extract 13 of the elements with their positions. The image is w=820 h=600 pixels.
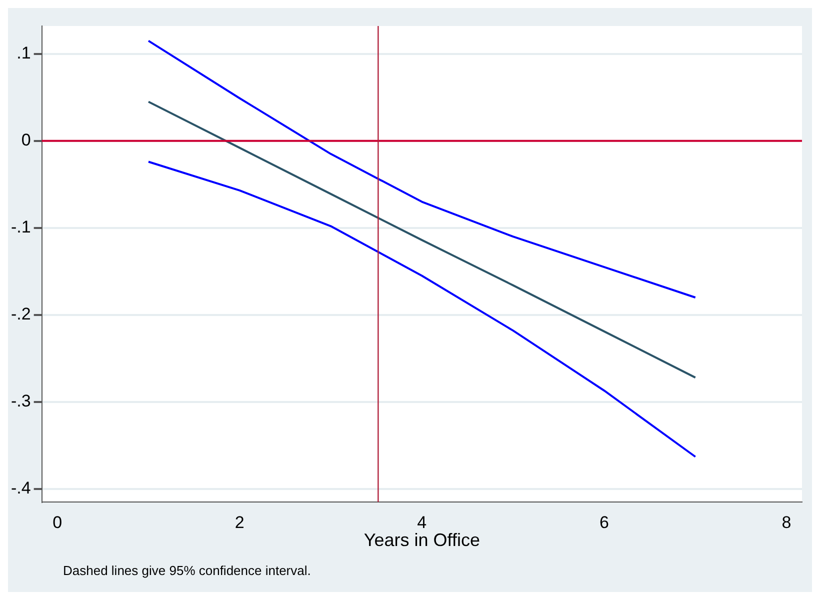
text: Dashed lines give 95% confidence interval. [63,563,311,578]
y-tick-label: -.2 [10,304,31,324]
y-tick-label: -.3 [10,392,31,411]
x-axis-title: Years in Office [364,530,480,550]
x-tick-label: 8 [782,512,792,532]
x-tick-label: 2 [234,512,244,532]
x-tick-label: 6 [599,512,609,532]
y-tick-label: .1 [16,44,31,63]
y-tick-label: -.1 [10,218,31,237]
y-tick-label: 0 [21,130,31,150]
x-tick-label: 4 [417,512,427,532]
y-tick-label: -.4 [10,478,31,498]
x-tick-label: 0 [52,512,62,532]
